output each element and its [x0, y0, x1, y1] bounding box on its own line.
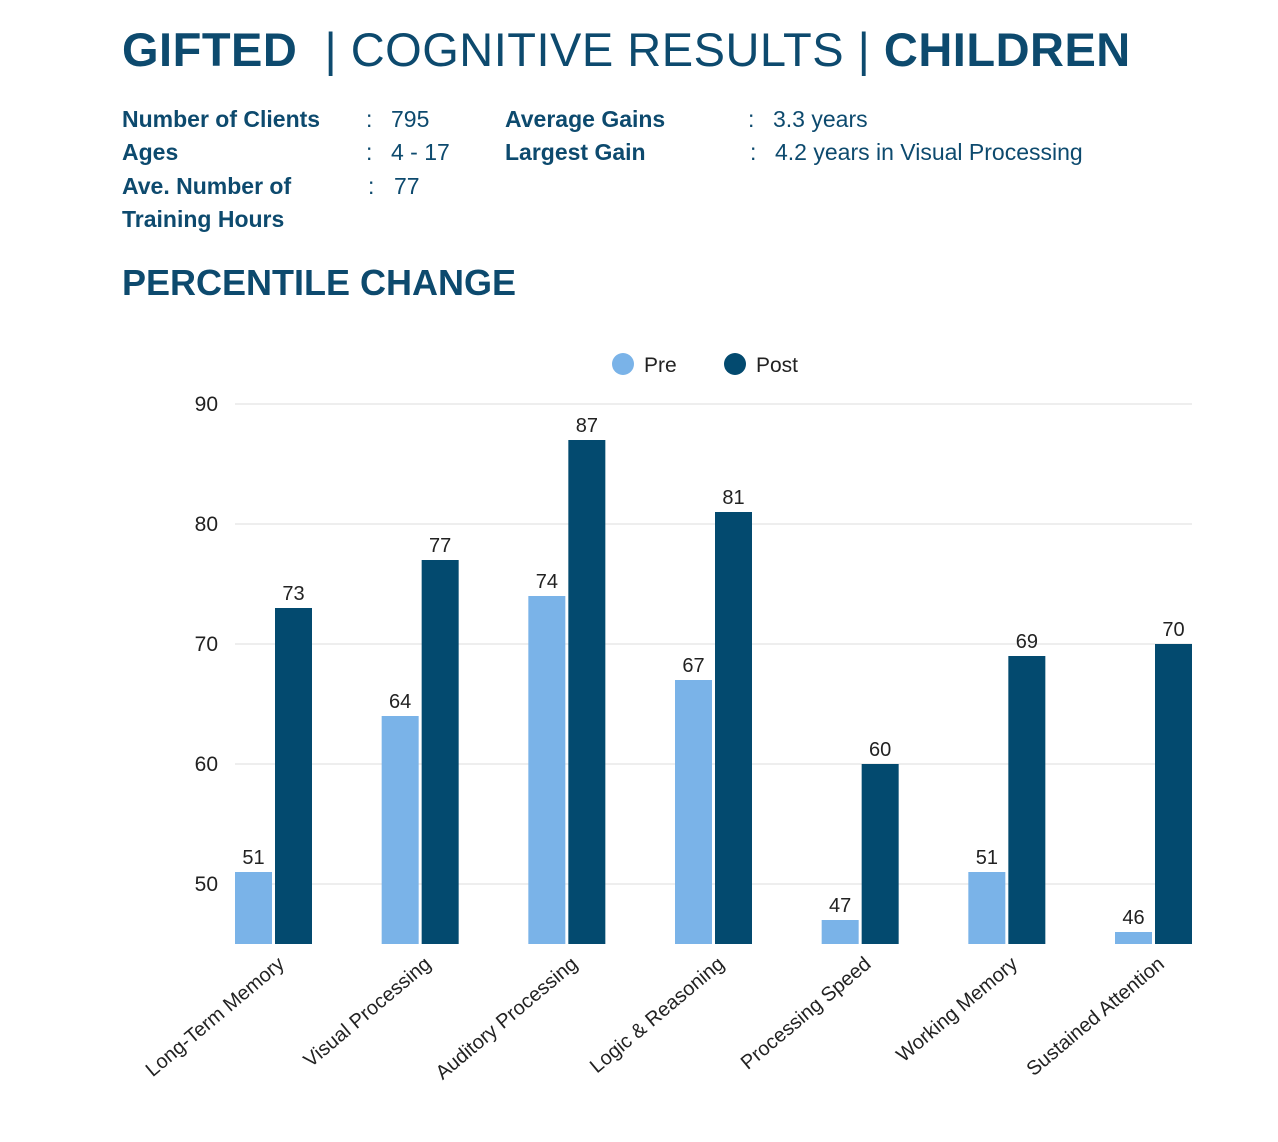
- x-tick-label: Logic & Reasoning: [586, 953, 729, 1078]
- stat-label: Largest Gain: [505, 139, 646, 165]
- bar-post: [275, 608, 312, 944]
- x-tick-label: Processing Speed: [737, 953, 875, 1074]
- bar-pre: [1115, 932, 1152, 944]
- bar-post: [1008, 656, 1046, 944]
- data-label: 69: [1016, 631, 1038, 653]
- legend-pre-label: Pre: [644, 354, 677, 377]
- y-tick-label: 50: [195, 873, 218, 896]
- stat-label: Average Gains: [505, 106, 666, 132]
- stat-label: Number of Clients: [122, 106, 321, 132]
- data-label: 70: [1162, 619, 1184, 641]
- title-gifted: GIFTED: [122, 23, 298, 76]
- page-title: GIFTED | COGNITIVE RESULTS | CHILDREN: [122, 22, 1131, 77]
- bar-pre: [528, 596, 566, 944]
- stat-separator: :: [750, 139, 757, 165]
- data-label: 74: [536, 571, 558, 593]
- title-cognitive-results: | COGNITIVE RESULTS |: [324, 23, 871, 76]
- legend-post-marker: [724, 353, 746, 375]
- y-tick-label: 70: [195, 633, 218, 656]
- bar-post: [421, 560, 459, 944]
- stat-label: Ages: [122, 139, 179, 165]
- stat-value: 77: [394, 173, 420, 199]
- x-tick-label: Working Memory: [892, 953, 1022, 1067]
- stat-value: 4.2 years in Visual Processing: [775, 139, 1083, 165]
- bar-post: [1155, 644, 1192, 944]
- stat-label: Training Hours: [122, 206, 285, 232]
- bar-pre: [675, 680, 712, 944]
- bar-pre: [968, 872, 1006, 944]
- stat-separator: :: [366, 106, 373, 132]
- bar-post: [715, 512, 752, 944]
- stat-separator: :: [748, 106, 755, 132]
- bar-post: [861, 764, 899, 944]
- x-tick-label: Auditory Processing: [432, 953, 582, 1084]
- bar-pre: [821, 920, 859, 944]
- data-label: 81: [722, 487, 744, 509]
- stat-value: 4 - 17: [391, 139, 450, 165]
- bar-post: [568, 440, 606, 944]
- y-tick-label: 90: [195, 393, 218, 416]
- data-label: 67: [682, 655, 704, 677]
- stat-value: 795: [391, 106, 430, 132]
- bar-pre: [235, 872, 272, 944]
- stat-label: Ave. Number of: [122, 173, 292, 199]
- data-label: 77: [429, 535, 451, 557]
- data-label: 51: [242, 847, 264, 869]
- data-label: 47: [829, 895, 851, 917]
- data-label: 51: [976, 847, 998, 869]
- data-label: 87: [576, 415, 598, 437]
- data-label: 73: [282, 583, 304, 605]
- section-title: PERCENTILE CHANGE: [122, 262, 517, 303]
- title-children: CHILDREN: [883, 23, 1131, 76]
- x-tick-label: Sustained Attention: [1023, 953, 1169, 1081]
- stat-value: 3.3 years: [773, 106, 868, 132]
- y-tick-label: 80: [195, 513, 218, 536]
- stat-separator: :: [366, 139, 373, 165]
- data-label: 60: [869, 739, 891, 761]
- legend-pre-marker: [612, 353, 634, 375]
- stat-separator: :: [368, 173, 375, 199]
- y-tick-label: 60: [195, 753, 218, 776]
- data-label: 64: [389, 691, 411, 713]
- x-tick-label: Visual Processing: [300, 953, 436, 1072]
- legend-post-label: Post: [756, 354, 798, 377]
- bar-pre: [381, 716, 419, 944]
- data-label: 46: [1122, 907, 1144, 929]
- x-tick-label: Long-Term Memory: [142, 953, 289, 1081]
